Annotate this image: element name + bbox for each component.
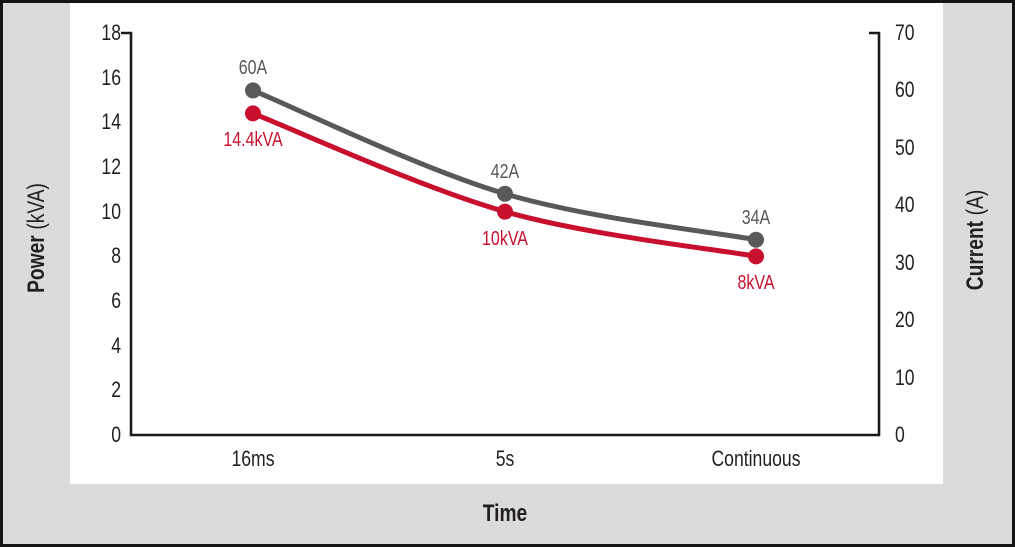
point-label-current: 34A — [741, 206, 771, 229]
point-label-power: 10kVA — [482, 227, 528, 250]
x-axis-category: 16ms — [231, 446, 275, 471]
x-axis-category: Continuous — [711, 446, 801, 471]
right-axis-title-unit: (A) — [962, 189, 989, 216]
point-label-current: 42A — [490, 160, 520, 183]
right-axis-tick: 10 — [895, 364, 915, 390]
point-label-power: 8kVA — [737, 272, 775, 295]
right-axis-tick: 20 — [895, 307, 915, 333]
left-axis-tick: 2 — [111, 377, 121, 403]
point-label-power: 14.4kVA — [223, 129, 283, 152]
right-axis-tick: 70 — [895, 20, 915, 45]
left-axis-tick: 0 — [111, 422, 121, 447]
left-axis-tick: 10 — [101, 198, 121, 224]
left-axis-title: Power (kVA) — [23, 183, 50, 293]
right-axis-tick: 0 — [895, 422, 905, 447]
right-axis-title-word: Current — [962, 220, 989, 291]
left-axis-title-word: Power — [23, 235, 50, 293]
left-axis-title-unit: (kVA) — [23, 183, 50, 230]
left-axis-tick: 8 — [111, 243, 121, 269]
left-axis-tick: 14 — [101, 109, 121, 135]
right-axis-tick: 40 — [895, 192, 915, 218]
x-axis-title: Time — [482, 500, 528, 527]
x-axis-category: 5s — [495, 446, 515, 471]
left-axis-tick: 16 — [101, 64, 121, 90]
left-axis-tick: 12 — [101, 154, 121, 179]
right-axis-tick: 30 — [895, 249, 915, 275]
point-label-current: 60A — [238, 57, 268, 80]
right-axis-title: Current (A) — [962, 189, 989, 291]
left-axis-tick: 18 — [101, 20, 121, 45]
left-axis-tick: 6 — [111, 288, 121, 313]
right-axis-tick: 50 — [895, 134, 915, 160]
right-axis-tick: 60 — [895, 77, 915, 103]
left-axis-tick: 4 — [111, 332, 121, 358]
